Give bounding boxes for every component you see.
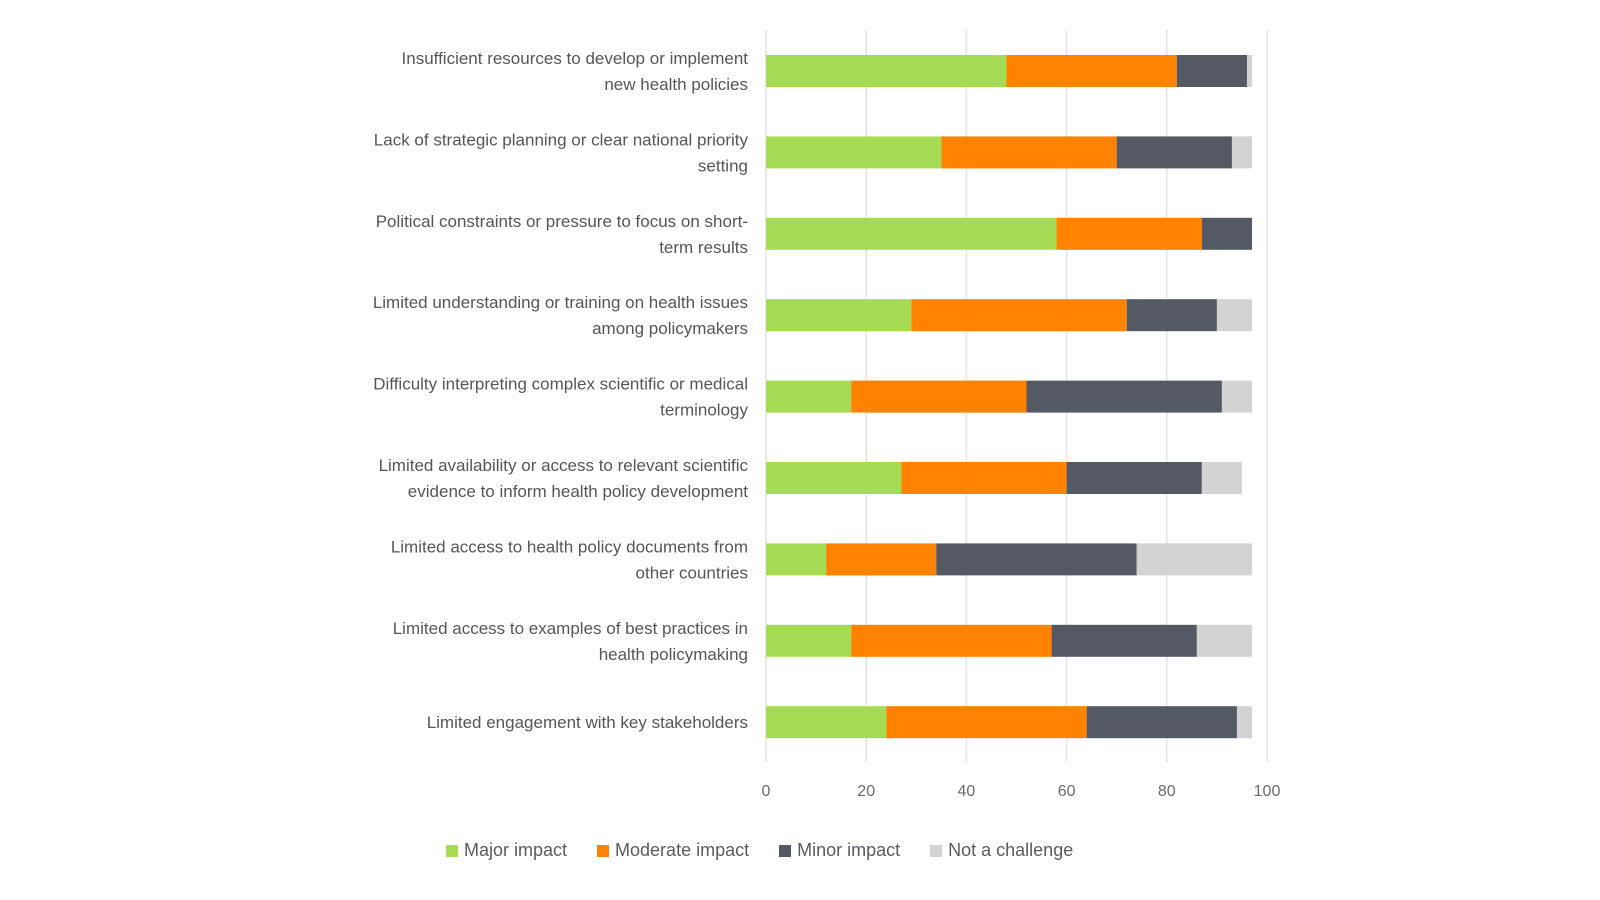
bar-segment-moderate-impact	[886, 706, 1087, 739]
bar-segment-minor-impact	[1201, 217, 1252, 250]
legend-swatch-icon	[446, 844, 458, 857]
bar-segment-not-a-challenge	[1196, 624, 1252, 657]
x-tick-label: 60	[1058, 783, 1076, 800]
legend-swatch-icon	[930, 844, 943, 857]
bar-segment-minor-impact	[1116, 136, 1232, 169]
category-label: new health policies	[604, 75, 748, 94]
category-label: other countries	[636, 563, 748, 582]
x-tick-label: 100	[1254, 783, 1281, 800]
bar-segment-not-a-challenge	[1201, 462, 1242, 494]
bar-segment-minor-impact	[1086, 706, 1237, 739]
bar-segment-major-impact	[766, 217, 1057, 250]
category-label: Limited access to examples of best pract…	[393, 619, 748, 638]
category-label: evidence to inform health policy develop…	[408, 482, 748, 501]
bar-segment-moderate-impact	[941, 136, 1117, 169]
category-label: Limited engagement with key stakeholders	[427, 713, 748, 732]
bar-segment-moderate-impact	[911, 299, 1127, 332]
bar-segment-major-impact	[766, 462, 902, 494]
bar-segment-major-impact	[766, 55, 1007, 87]
category-label: term results	[659, 238, 748, 257]
bar-segment-not-a-challenge	[1216, 299, 1252, 332]
legend-label: Not a challenge	[948, 840, 1074, 860]
bar-segment-moderate-impact	[851, 624, 1052, 657]
stacked-bar-chart: Insufficient resources to develop or imp…	[373, 30, 1281, 800]
category-label: Limited access to health policy document…	[391, 537, 748, 556]
legend-label: Minor impact	[797, 840, 901, 860]
category-label: Political constraints or pressure to foc…	[376, 212, 748, 231]
bar-segment-major-impact	[766, 624, 852, 657]
bars	[766, 55, 1252, 739]
bar-segment-minor-impact	[1066, 462, 1202, 494]
bar-segment-minor-impact	[936, 543, 1137, 576]
legend-item: Minor impact	[779, 840, 900, 861]
bar-segment-not-a-challenge	[1231, 136, 1252, 169]
legend-swatch-icon	[597, 844, 610, 857]
bar-segment-major-impact	[766, 706, 887, 739]
bar-segment-moderate-impact	[901, 462, 1067, 494]
legend: Major impact Moderate impact Minor impact N…	[446, 840, 1103, 861]
bar-segment-major-impact	[766, 543, 827, 576]
x-tick-label: 40	[958, 783, 976, 800]
x-tick-label: 20	[857, 783, 875, 800]
bar-segment-moderate-impact	[1056, 217, 1202, 250]
bar-segment-moderate-impact	[1006, 55, 1177, 87]
x-tick-label: 0	[762, 783, 771, 800]
bar-segment-not-a-challenge	[1246, 55, 1252, 87]
category-label: setting	[698, 156, 748, 175]
legend-item: Major impact	[446, 840, 567, 861]
bar-segment-major-impact	[766, 380, 852, 413]
bar-segment-not-a-challenge	[1221, 380, 1252, 413]
bar-segment-minor-impact	[1176, 55, 1247, 87]
legend-label: Major impact	[464, 840, 568, 860]
bar-segment-major-impact	[766, 136, 942, 169]
bar-segment-major-impact	[766, 299, 912, 332]
bar-segment-moderate-impact	[826, 543, 937, 576]
legend-item: Not a challenge	[930, 840, 1073, 861]
bar-segment-not-a-challenge	[1136, 543, 1252, 576]
legend-label: Moderate impact	[615, 840, 750, 860]
category-labels: Insufficient resources to develop or imp…	[373, 49, 749, 732]
bar-segment-not-a-challenge	[1236, 706, 1252, 739]
category-label: among policymakers	[592, 319, 748, 338]
x-tick-labels: 0 20 40 60 80 100	[762, 783, 1281, 800]
category-label: health policymaking	[599, 645, 748, 664]
category-label: Lack of strategic planning or clear nati…	[374, 130, 749, 149]
category-label: Limited availability or access to releva…	[379, 456, 749, 475]
legend-item: Moderate impact	[597, 840, 749, 861]
bar-segment-minor-impact	[1026, 380, 1222, 413]
bar-segment-minor-impact	[1051, 624, 1197, 657]
category-label: Difficulty interpreting complex scientif…	[373, 375, 748, 394]
category-label: terminology	[660, 401, 748, 420]
legend-swatch-icon	[779, 844, 792, 857]
bar-segment-moderate-impact	[851, 380, 1027, 413]
x-tick-label: 80	[1158, 783, 1176, 800]
bar-segment-minor-impact	[1126, 299, 1217, 332]
category-label: Limited understanding or training on hea…	[373, 293, 748, 312]
category-label: Insufficient resources to develop or imp…	[402, 49, 749, 68]
